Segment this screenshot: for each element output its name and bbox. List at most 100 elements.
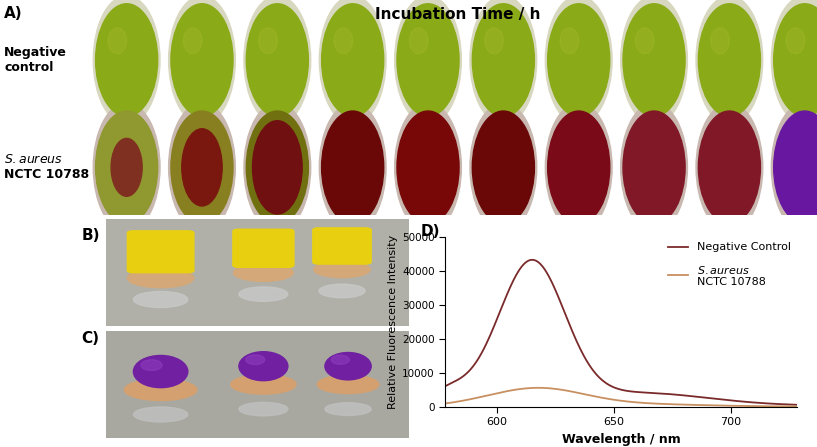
Ellipse shape bbox=[133, 291, 188, 308]
Ellipse shape bbox=[244, 0, 310, 124]
Ellipse shape bbox=[547, 111, 609, 224]
Text: 4: 4 bbox=[424, 11, 432, 24]
Text: 0: 0 bbox=[123, 11, 131, 24]
Ellipse shape bbox=[314, 261, 370, 278]
Negative Control bbox=[663, 391, 672, 396]
Ellipse shape bbox=[239, 287, 288, 301]
Ellipse shape bbox=[133, 355, 188, 388]
Ellipse shape bbox=[325, 403, 371, 415]
Ellipse shape bbox=[244, 103, 310, 232]
Ellipse shape bbox=[182, 129, 222, 206]
Text: $\it{S. aureus}$
NCTC 10788: $\it{S. aureus}$ NCTC 10788 bbox=[4, 153, 89, 181]
X-axis label: Wavelength / nm: Wavelength / nm bbox=[561, 433, 681, 446]
Ellipse shape bbox=[621, 103, 687, 232]
Ellipse shape bbox=[127, 268, 194, 288]
Ellipse shape bbox=[246, 4, 308, 116]
Ellipse shape bbox=[786, 28, 805, 54]
Ellipse shape bbox=[696, 103, 763, 232]
Text: Incubation Time / h: Incubation Time / h bbox=[375, 7, 540, 22]
Ellipse shape bbox=[319, 0, 386, 124]
Ellipse shape bbox=[322, 111, 384, 224]
$\it{S. aureus}$
NCTC 10788 bbox=[663, 401, 672, 407]
Ellipse shape bbox=[234, 264, 293, 281]
Ellipse shape bbox=[96, 111, 158, 224]
Ellipse shape bbox=[621, 0, 687, 124]
Ellipse shape bbox=[124, 379, 197, 401]
Ellipse shape bbox=[252, 121, 302, 214]
Ellipse shape bbox=[334, 28, 353, 54]
Text: 6: 6 bbox=[574, 11, 583, 24]
Text: 3: 3 bbox=[348, 11, 357, 24]
Ellipse shape bbox=[771, 103, 817, 232]
Ellipse shape bbox=[183, 28, 202, 54]
Ellipse shape bbox=[93, 103, 160, 232]
$\it{S. aureus}$
NCTC 10788 bbox=[440, 401, 450, 406]
Negative Control bbox=[483, 338, 493, 344]
Negative Control bbox=[697, 395, 707, 400]
Ellipse shape bbox=[171, 111, 233, 224]
$\it{S. aureus}$
NCTC 10788 bbox=[792, 404, 801, 409]
Ellipse shape bbox=[699, 4, 761, 116]
Text: C): C) bbox=[82, 331, 100, 346]
Ellipse shape bbox=[636, 28, 654, 54]
Ellipse shape bbox=[111, 139, 142, 196]
$\it{S. aureus}$
NCTC 10788 bbox=[483, 393, 493, 398]
Ellipse shape bbox=[168, 103, 235, 232]
Ellipse shape bbox=[696, 0, 763, 124]
Ellipse shape bbox=[771, 0, 817, 124]
Ellipse shape bbox=[470, 0, 537, 124]
Ellipse shape bbox=[774, 4, 817, 116]
Ellipse shape bbox=[545, 103, 612, 232]
Ellipse shape bbox=[332, 355, 350, 364]
Ellipse shape bbox=[96, 4, 158, 116]
Text: 5: 5 bbox=[499, 11, 507, 24]
Ellipse shape bbox=[560, 28, 578, 54]
Ellipse shape bbox=[259, 28, 277, 54]
Ellipse shape bbox=[239, 402, 288, 416]
Ellipse shape bbox=[623, 4, 685, 116]
FancyBboxPatch shape bbox=[313, 228, 371, 264]
Ellipse shape bbox=[133, 407, 188, 422]
Ellipse shape bbox=[774, 111, 817, 224]
Line: Negative Control: Negative Control bbox=[445, 260, 797, 405]
Negative Control bbox=[440, 384, 450, 389]
Ellipse shape bbox=[239, 352, 288, 381]
Ellipse shape bbox=[168, 0, 235, 124]
Ellipse shape bbox=[409, 28, 428, 54]
Ellipse shape bbox=[319, 284, 365, 298]
FancyBboxPatch shape bbox=[127, 231, 194, 273]
Text: 2: 2 bbox=[273, 11, 282, 24]
Negative Control bbox=[528, 257, 538, 262]
$\it{S. aureus}$
NCTC 10788 bbox=[697, 402, 707, 408]
Ellipse shape bbox=[623, 111, 685, 224]
Ellipse shape bbox=[484, 28, 503, 54]
Negative Control bbox=[694, 394, 704, 400]
Text: 24: 24 bbox=[796, 11, 814, 24]
Text: 7: 7 bbox=[650, 11, 659, 24]
Text: D): D) bbox=[421, 224, 440, 239]
Ellipse shape bbox=[545, 0, 612, 124]
Ellipse shape bbox=[472, 4, 534, 116]
Ellipse shape bbox=[171, 4, 233, 116]
Ellipse shape bbox=[325, 353, 371, 380]
Ellipse shape bbox=[141, 360, 162, 371]
Ellipse shape bbox=[317, 375, 379, 393]
Ellipse shape bbox=[319, 103, 386, 232]
$\it{S. aureus}$
NCTC 10788 bbox=[694, 402, 704, 408]
Ellipse shape bbox=[93, 0, 160, 124]
Ellipse shape bbox=[395, 0, 462, 124]
$\it{S. aureus}$
NCTC 10788 bbox=[534, 385, 543, 391]
FancyBboxPatch shape bbox=[233, 229, 294, 267]
Ellipse shape bbox=[322, 4, 384, 116]
Negative Control bbox=[580, 356, 590, 361]
Text: B): B) bbox=[82, 228, 100, 243]
Ellipse shape bbox=[397, 111, 459, 224]
Ellipse shape bbox=[711, 28, 730, 54]
Line: $\it{S. aureus}$
NCTC 10788: $\it{S. aureus}$ NCTC 10788 bbox=[445, 388, 797, 406]
Legend: Negative Control, $\it{S. aureus}$
NCTC 10788: Negative Control, $\it{S. aureus}$ NCTC … bbox=[668, 242, 791, 287]
Ellipse shape bbox=[397, 4, 459, 116]
Y-axis label: Relative Fluorescence Intensity: Relative Fluorescence Intensity bbox=[388, 235, 398, 409]
Text: 8: 8 bbox=[725, 11, 734, 24]
Ellipse shape bbox=[246, 111, 308, 224]
Text: A): A) bbox=[4, 6, 23, 21]
